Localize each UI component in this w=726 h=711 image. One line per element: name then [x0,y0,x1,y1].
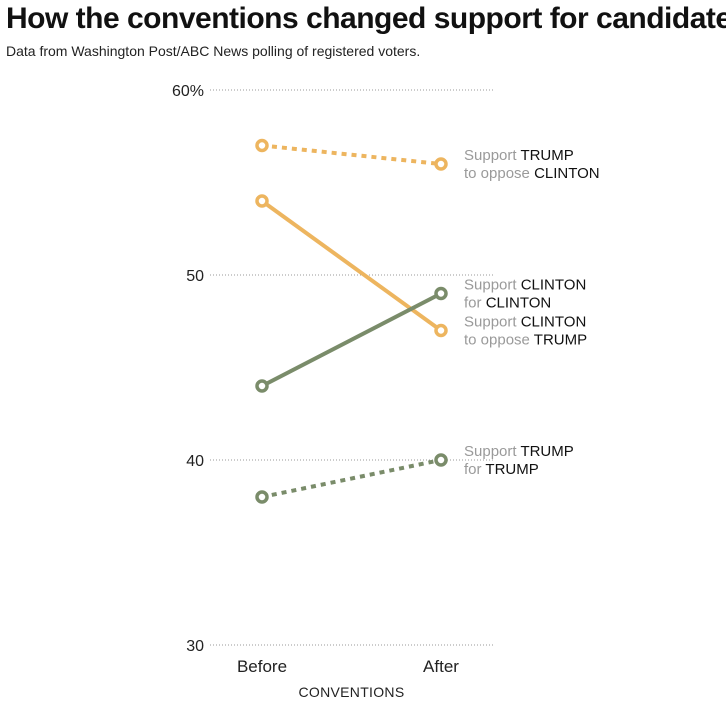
point-layer [255,138,448,504]
x-tick-label: After [423,657,459,676]
series-line-support-trump-oppose-clinton [261,143,442,166]
series-label-support-trump-oppose-clinton: Support TRUMP to oppose CLINTON [464,147,600,182]
data-point-support-trump-oppose-clinton-after [434,157,448,171]
y-tick-label: 40 [186,453,204,470]
x-axis-title: CONVENTIONS [299,684,405,700]
data-point-support-clinton-for-clinton-before [255,379,269,393]
series-line-support-clinton-for-clinton [261,291,442,388]
x-axis: Before After CONVENTIONS [237,657,459,700]
series-label-support-trump-for-trump: Support TRUMP for TRUMP [464,443,574,478]
series-label-support-clinton-for-clinton: Support CLINTON for CLINTON [464,277,586,312]
data-point-support-clinton-oppose-trump-after [434,323,448,338]
y-tick-label: 30 [186,638,204,655]
data-point-support-clinton-oppose-trump-before [255,194,269,208]
chart-title: How the conventions changed support for … [6,2,726,35]
line-layer [260,143,443,499]
data-point-support-trump-for-trump-after [434,453,448,467]
data-point-support-trump-for-trump-before [255,490,269,504]
series-line-support-trump-for-trump [261,458,442,499]
data-point-support-trump-oppose-clinton-before [255,138,269,153]
x-tick-label: Before [237,657,287,676]
series-label-support-clinton-oppose-trump: Support CLINTON to oppose TRUMP [464,314,587,349]
label-layer: Support TRUMP to oppose CLINTON Support CL… [464,147,600,478]
series-line-support-clinton-oppose-trump [260,199,443,333]
y-tick-label: 60% [172,83,204,100]
chart-subtitle: Data from Washington Post/ABC News polli… [6,43,421,59]
grid-layer: 30 40 50 60% [172,83,493,655]
data-point-support-clinton-for-clinton-after [434,286,448,301]
y-tick-label: 50 [186,268,204,285]
